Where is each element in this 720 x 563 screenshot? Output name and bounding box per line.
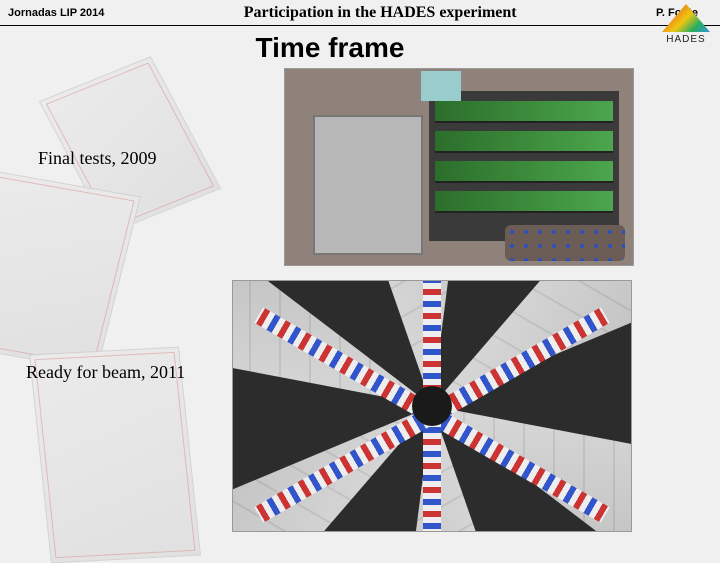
slide-header: Jornadas LIP 2014 Participation in the H… <box>0 0 720 26</box>
hades-logo: HADES <box>656 4 716 52</box>
hades-logo-text: HADES <box>656 34 716 45</box>
photo-final-tests <box>284 68 634 266</box>
photo-ready-for-beam <box>232 280 632 532</box>
event-name: Jornadas LIP 2014 <box>8 7 104 19</box>
talk-title: Participation in the HADES experiment <box>104 4 656 22</box>
hades-logo-icon <box>662 4 710 32</box>
caption-ready-for-beam: Ready for beam, 2011 <box>26 362 185 383</box>
cad-panel <box>0 169 141 372</box>
caption-final-tests: Final tests, 2009 <box>38 148 157 169</box>
